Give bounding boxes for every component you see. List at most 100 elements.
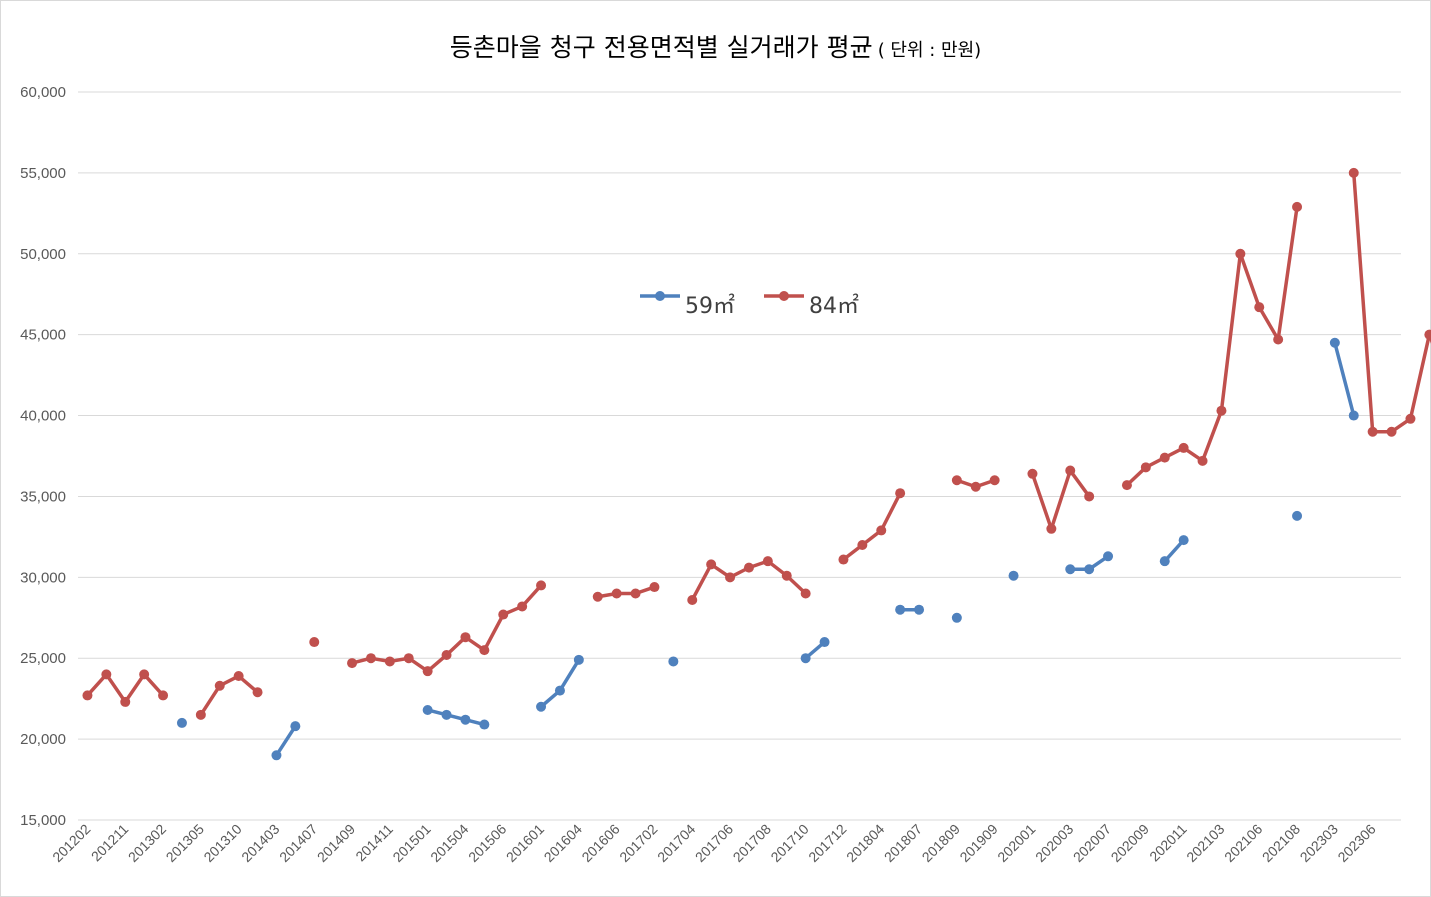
y-tick-label: 40,000 (20, 408, 66, 425)
data-point (989, 475, 1000, 486)
plot-area (82, 167, 1431, 761)
series-segment (690, 562, 713, 602)
y-axis: 15,000 20,000 25,000 30,000 35,000 40,000 45,0… (20, 84, 66, 829)
x-tick-label: 201704 (654, 821, 698, 865)
data-point (460, 632, 471, 643)
data-point (951, 612, 962, 623)
x-tick-label: 201501 (389, 821, 433, 865)
data-point (365, 653, 376, 664)
legend-marker (655, 291, 665, 301)
data-point (176, 717, 187, 728)
series-segment (1200, 408, 1224, 463)
series-84 (82, 167, 1431, 720)
data-point (1405, 413, 1416, 424)
series-segment (482, 612, 505, 652)
data-point (687, 594, 698, 605)
data-point (403, 653, 414, 664)
data-point (1140, 462, 1151, 473)
legend-item: 59㎡ (640, 291, 735, 319)
x-tick-label: 201702 (616, 821, 660, 865)
y-tick-label: 45,000 (20, 327, 66, 344)
data-point (101, 669, 112, 680)
series-segment (1030, 472, 1054, 531)
data-point (1046, 523, 1057, 534)
series-segment (123, 672, 146, 704)
data-point (762, 556, 773, 567)
series-segment (1276, 205, 1299, 342)
series-segment (558, 658, 581, 693)
data-point (384, 656, 395, 667)
x-tick-label: 201411 (352, 821, 396, 865)
data-point (441, 649, 452, 660)
series-segment (1333, 341, 1356, 418)
x-tick-label: 201409 (314, 821, 358, 865)
x-tick-label: 201706 (692, 821, 736, 865)
data-point (800, 588, 811, 599)
data-point (1292, 201, 1303, 212)
legend-marker (779, 291, 789, 301)
gridlines (78, 91, 1401, 821)
data-point (895, 604, 906, 615)
data-point (1235, 248, 1246, 259)
data-point (158, 690, 169, 701)
legend: 59㎡ 84㎡ (640, 291, 859, 319)
data-point (1084, 564, 1095, 575)
data-point (592, 591, 603, 602)
data-point (1292, 510, 1303, 521)
x-tick-label: 201708 (730, 821, 774, 865)
legend-label: 84㎡ (809, 293, 859, 319)
data-point (195, 709, 206, 720)
data-point (1084, 491, 1095, 502)
data-point (1273, 334, 1284, 345)
data-point (706, 559, 717, 570)
data-point (1386, 426, 1397, 437)
data-point (1178, 535, 1189, 546)
data-point (536, 701, 547, 712)
data-point (554, 685, 565, 696)
data-point (876, 525, 887, 536)
y-tick-label: 60,000 (20, 84, 66, 101)
data-point (479, 645, 490, 656)
data-point (970, 481, 981, 492)
data-point (838, 554, 849, 565)
data-point (233, 671, 244, 682)
data-point (573, 654, 584, 665)
data-point (1065, 564, 1076, 575)
series-segment (1049, 468, 1072, 531)
data-point (1008, 570, 1019, 581)
data-point (819, 637, 830, 648)
data-point (649, 582, 660, 593)
x-tick-label: 202103 (1183, 821, 1227, 865)
data-point (1103, 551, 1114, 562)
x-tick-label: 201302 (125, 821, 169, 865)
data-point (800, 653, 811, 664)
data-point (1367, 426, 1378, 437)
series-segment (1219, 252, 1243, 413)
series-segment (274, 724, 298, 758)
x-tick-label: 201403 (238, 821, 282, 865)
series-segment (1238, 252, 1261, 309)
x-tick-label: 201809 (919, 821, 963, 865)
chart-title: 등촌마을 청구 전용면적별 실거래가 평균 ( 단위 : 만원) (0, 28, 1431, 64)
legend-item: 84㎡ (764, 291, 859, 319)
y-tick-label: 25,000 (20, 650, 66, 667)
data-point (1424, 329, 1431, 340)
data-point (1197, 455, 1208, 466)
series-segment (1257, 305, 1280, 342)
x-tick-label: 202011 (1146, 821, 1190, 865)
x-tick-label: 202001 (994, 821, 1038, 865)
series-59 (176, 337, 1359, 761)
series-segment (1408, 332, 1431, 421)
data-point (951, 475, 962, 486)
x-tick-label: 202009 (1108, 821, 1152, 865)
data-point (1254, 302, 1265, 313)
data-point (668, 656, 679, 667)
y-tick-label: 30,000 (20, 569, 66, 586)
x-tick-label: 201712 (805, 821, 849, 865)
x-tick-label: 201604 (541, 821, 585, 865)
x-tick-label: 201211 (88, 821, 132, 865)
legend-label: 59㎡ (685, 293, 735, 319)
series-segment (879, 491, 902, 533)
data-point (1121, 480, 1132, 491)
